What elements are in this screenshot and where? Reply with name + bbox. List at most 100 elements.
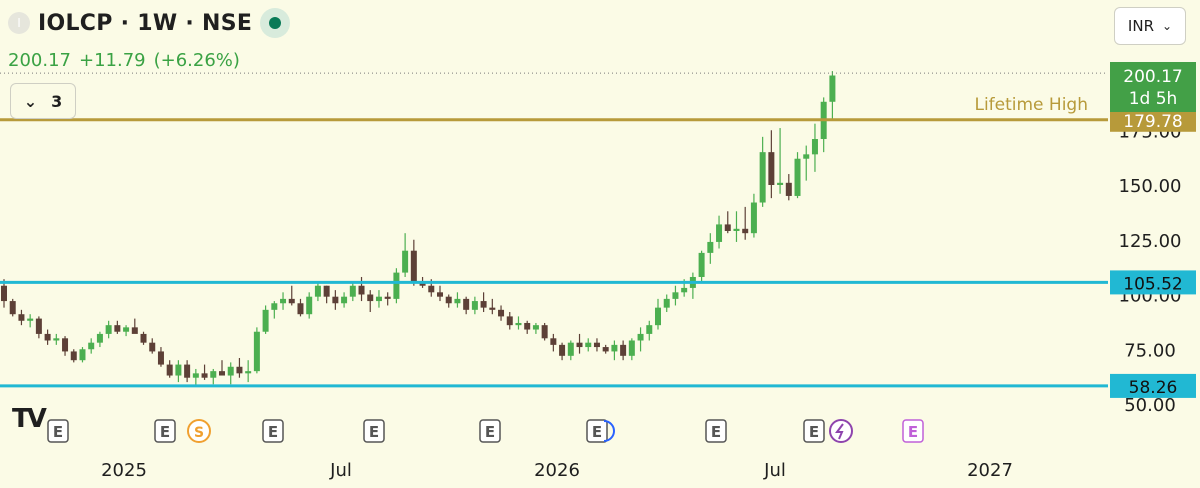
candle-body: [567, 342, 574, 356]
candle-body: [157, 351, 164, 365]
candle-body: [79, 349, 86, 361]
earnings-icon: [47, 419, 69, 443]
indicators-collapse-button[interactable]: ⌄ 3: [10, 83, 76, 119]
earnings-letter: E: [160, 423, 170, 441]
candle-body: [201, 373, 208, 378]
candle-body: [18, 314, 25, 321]
candle-body: [297, 303, 304, 315]
earnings-icon: [902, 419, 924, 443]
earnings-icon: [262, 419, 284, 443]
events-row: E E E E E E E E ES: [47, 419, 924, 443]
currency-label: INR: [1127, 17, 1154, 35]
candle-body: [114, 325, 121, 332]
candle-body: [524, 322, 531, 330]
earnings-letter: E: [268, 423, 278, 441]
chart-header: I IOLCP · 1W · NSE: [8, 8, 291, 38]
candle-body: [123, 327, 130, 332]
earnings-icon: [803, 419, 825, 443]
candle-body: [62, 338, 69, 352]
earnings-icon: [586, 419, 608, 443]
candle-body: [1, 285, 7, 302]
candle-body: [70, 351, 77, 361]
candle-body: [794, 158, 801, 196]
candle-body: [471, 301, 478, 310]
candle-body: [227, 366, 234, 376]
candle-body: [96, 333, 103, 343]
candle-body: [637, 333, 644, 341]
horizontal-lines-layer: Lifetime High: [0, 72, 1108, 388]
candle-body: [463, 298, 470, 310]
candle-body: [9, 301, 16, 315]
candle-body: [341, 296, 348, 304]
price-tag-label: 58.26: [1129, 378, 1178, 398]
price-tag: [1110, 270, 1196, 295]
earnings-icon: [705, 419, 727, 443]
candle-body: [785, 182, 792, 196]
price-tag-label: 179.78: [1123, 112, 1182, 132]
candle-body: [175, 364, 182, 376]
candle-body: [410, 250, 417, 282]
candle-body: [149, 342, 156, 352]
candle-body: [628, 340, 635, 356]
market-open-indicator: [260, 8, 291, 38]
candle-body: [445, 296, 452, 304]
candle-body: [184, 364, 191, 378]
candle-body: [166, 364, 173, 376]
x-tick-label: 2027: [967, 460, 1013, 481]
candle-body: [768, 152, 775, 185]
last-price-tag: [1110, 62, 1196, 112]
candle-body: [585, 342, 592, 348]
candle-body: [245, 371, 252, 374]
earnings-icon: [363, 419, 385, 443]
candle-body: [550, 338, 557, 345]
candle-body: [88, 342, 95, 350]
candle-body: [541, 325, 548, 339]
candle-body: [750, 202, 757, 234]
earnings-letter: E: [809, 423, 819, 441]
y-tick-label: 50.00: [1124, 395, 1176, 416]
candle-body: [532, 325, 539, 330]
candle-body: [681, 287, 688, 293]
live-dot-icon: [269, 17, 282, 29]
candle-body: [271, 303, 278, 310]
y-tick-label: 150.00: [1119, 176, 1182, 197]
candle-body: [559, 344, 566, 356]
candle-body: [724, 224, 731, 231]
chevron-down-icon: ⌄: [1162, 19, 1173, 33]
candle-body: [323, 285, 330, 297]
candle-body: [131, 327, 138, 334]
candle-body: [402, 250, 409, 273]
candle-body: [210, 371, 217, 378]
price-tag: [1110, 373, 1196, 398]
symbol-title[interactable]: IOLCP · 1W · NSE: [38, 10, 253, 36]
candle-body: [716, 224, 723, 242]
earnings-letter: E: [711, 423, 721, 441]
candle-body: [515, 322, 522, 326]
candle-body: [253, 331, 260, 372]
candle-body: [428, 285, 435, 293]
candle-body: [777, 182, 784, 185]
candle-body: [646, 325, 653, 334]
x-tick-label: 2025: [101, 460, 147, 481]
candle-body: [602, 347, 609, 352]
candle-body: [105, 325, 112, 334]
last-price-countdown: 1d 5h: [1129, 89, 1178, 109]
candle-body: [375, 296, 382, 302]
candle-body: [358, 285, 365, 295]
candle-body: [454, 298, 461, 304]
candle-body: [593, 342, 600, 348]
candle-body: [498, 309, 505, 317]
candle-body: [437, 292, 443, 297]
tradingview-logo[interactable]: TV: [12, 404, 47, 434]
candle-body: [707, 241, 714, 253]
candles-layer: [1, 71, 836, 387]
candle-body: [506, 316, 513, 326]
candle-body: [367, 294, 374, 302]
price-change-percent: (+6.26%): [153, 50, 240, 71]
candle-body: [384, 296, 391, 299]
candle-body: [672, 292, 679, 299]
earnings-letter: E: [369, 423, 379, 441]
candle-body: [53, 338, 60, 341]
currency-select[interactable]: INR ⌄: [1114, 7, 1186, 45]
